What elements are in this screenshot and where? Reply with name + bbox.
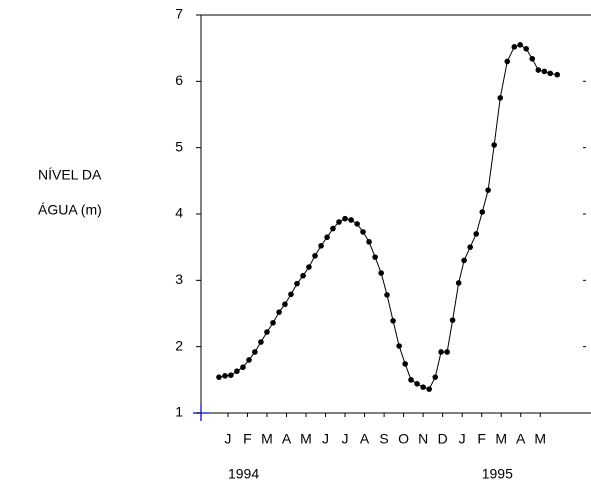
data-point [420,384,426,390]
data-point [264,329,270,335]
x-tick-label: J [459,431,466,447]
x-tick-label: D [438,431,448,447]
data-point [511,44,518,50]
data-point [246,357,252,363]
data-point [408,377,414,383]
data-point [282,301,288,308]
data-point [473,231,480,237]
data-point [270,319,276,326]
x-tick-label: J [322,431,329,447]
y-tick-label: 5 [175,138,183,154]
x-tick-label: A [282,431,292,447]
x-tick-label: J [224,431,231,447]
data-point [517,42,523,48]
data-point [455,280,462,286]
data-point [414,381,420,387]
data-point [396,343,402,349]
data-line [218,44,558,390]
data-point [234,368,240,375]
data-point [449,317,456,323]
data-point [276,309,282,315]
data-point [354,221,360,227]
data-point [372,254,378,260]
year-label: 1994 [228,466,259,482]
data-point [360,229,366,235]
x-tick-label: M [261,431,273,447]
data-point [529,55,536,62]
data-point [252,349,258,355]
x-tick-label: J [342,431,349,447]
x-tick-label: M [300,431,312,447]
data-point [222,373,228,379]
data-point [306,264,312,270]
y-axis-label: ÁGUA (m) [38,202,102,218]
data-point [497,95,504,101]
data-point [390,317,396,324]
x-tick-label: S [379,431,388,447]
data-point [461,257,467,264]
data-point [402,361,408,367]
year-label: 1995 [482,466,513,482]
data-point [523,46,529,52]
y-tick-label: 1 [175,404,183,420]
data-point [336,219,342,225]
data-point [438,349,444,355]
x-tick-label: F [243,431,252,447]
y-axis-label: NÍVEL DA [38,167,102,183]
data-point [366,239,372,245]
data-point [491,142,497,148]
data-point [547,70,554,77]
data-point [240,364,246,371]
x-tick-label: N [418,431,428,447]
data-point [444,349,450,355]
data-point [342,215,348,222]
data-point [535,67,542,73]
x-tick-label: M [495,431,507,447]
data-point [288,291,294,298]
data-point [324,234,330,241]
data-point [554,71,561,78]
data-point [294,280,300,287]
data-point [312,252,318,259]
x-tick-label: A [360,431,370,447]
data-point [426,386,432,392]
data-point [384,292,390,298]
data-point [378,270,384,276]
data-point [479,209,486,215]
data-point [467,244,473,250]
y-tick-label: 6 [175,72,183,88]
data-point [300,272,306,279]
data-point [318,243,324,249]
data-point [432,374,439,380]
data-point [258,339,264,345]
data-point [348,217,354,223]
data-point [541,68,548,75]
y-tick-label: 7 [175,6,183,22]
data-point [504,58,511,65]
y-tick-label: 4 [175,205,183,221]
x-tick-label: O [398,431,409,447]
data-point [485,187,491,193]
x-tick-label: M [534,431,546,447]
y-tick-label: 2 [175,337,183,353]
data-point [228,372,234,378]
x-tick-label: F [477,431,486,447]
y-tick-label: 3 [175,271,183,287]
data-point [330,225,336,232]
x-tick-label: A [516,431,526,447]
data-point [216,374,222,380]
